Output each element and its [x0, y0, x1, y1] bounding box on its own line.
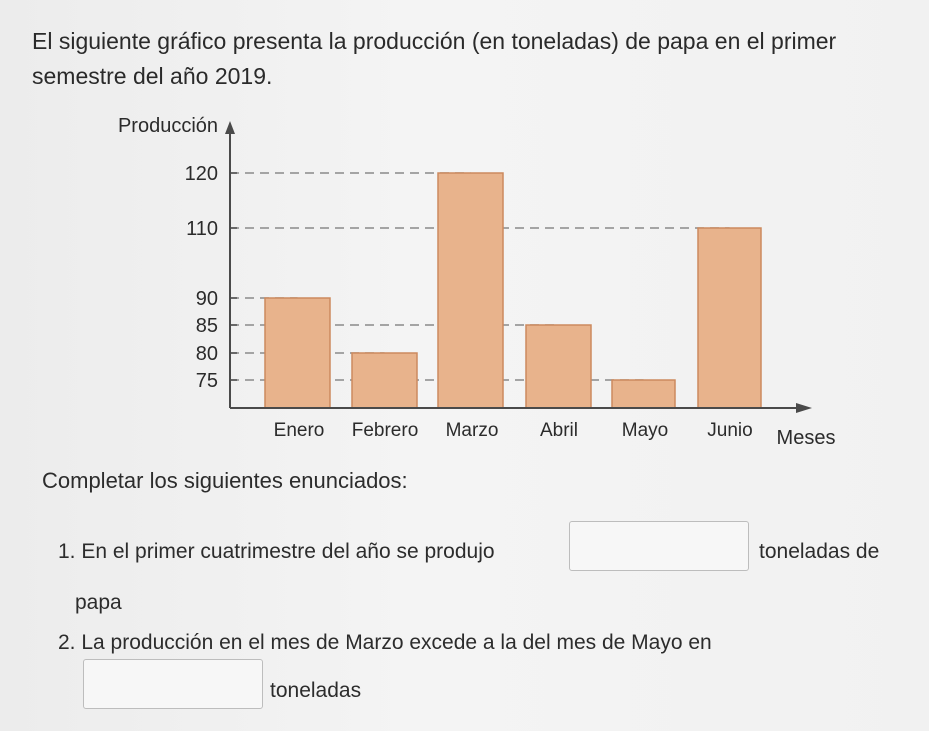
y-tick-label: 85 — [196, 315, 218, 337]
intro-text: El siguiente gráfico presenta la producc… — [32, 28, 837, 89]
y-tick-label: 110 — [186, 218, 218, 240]
question-1-number: 1. — [58, 540, 76, 563]
y-tick-label: 75 — [196, 370, 218, 392]
answer-input-1[interactable] — [569, 521, 749, 571]
y-tick-label: 120 — [185, 163, 218, 185]
y-axis-title: Producción — [118, 115, 218, 137]
question-2-text: La producción en el mes de Marzo excede … — [81, 631, 712, 654]
bar-junio — [697, 227, 762, 409]
answer-input-2[interactable] — [83, 659, 263, 709]
bar-marzo — [437, 172, 504, 409]
question-1-text-continued: papa — [75, 591, 122, 614]
bar-abril — [525, 324, 592, 409]
x-tick-label: Abril — [540, 420, 578, 441]
y-tick-label: 90 — [196, 288, 218, 310]
x-tick-label: Mayo — [622, 420, 668, 441]
x-axis-title: Meses — [777, 427, 836, 449]
bar-chart: 75 80 85 90 110 120 Producción Meses Enero Febrer… — [118, 115, 836, 449]
question-1: 1. En el primer cuatrimestre del año se … — [58, 540, 495, 564]
bar-enero — [264, 297, 331, 409]
x-tick-label: Enero — [274, 420, 325, 441]
question-1-text: En el primer cuatrimestre del año se pro… — [81, 540, 495, 563]
section-heading: Completar los siguientes enunciados: — [42, 468, 408, 493]
y-tick-label: 80 — [196, 343, 218, 365]
bar-febrero — [351, 352, 418, 409]
x-tick-label: Junio — [707, 420, 752, 441]
x-tick-label: Marzo — [446, 420, 499, 441]
question-2: 2. La producción en el mes de Marzo exce… — [58, 631, 712, 655]
x-tick-label: Febrero — [352, 420, 419, 441]
question-2-text-after: toneladas — [270, 679, 362, 702]
x-axis-arrow-icon — [796, 403, 812, 413]
bar-mayo — [611, 379, 676, 409]
question-2-number: 2. — [58, 631, 76, 654]
y-axis-arrow-icon — [225, 121, 235, 134]
question-1-text-after: toneladas de — [759, 540, 880, 563]
